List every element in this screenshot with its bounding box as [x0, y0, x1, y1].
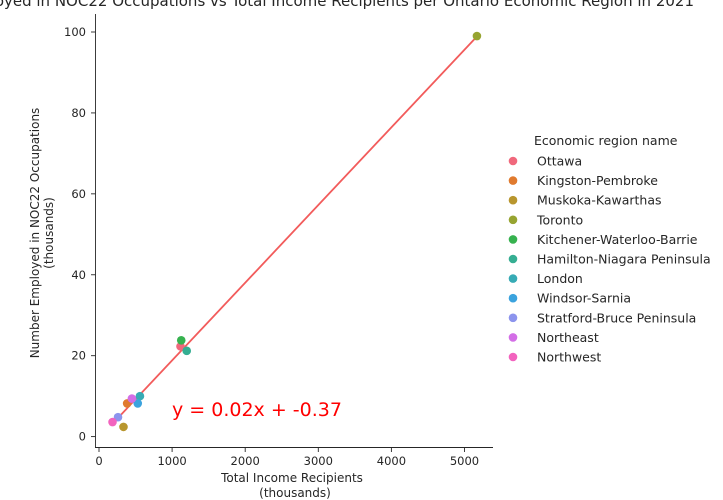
chart-title: Number Employed in NOC22 Occupations vs … [0, 0, 694, 10]
legend-label: Kitchener-Waterloo-Barrie [537, 232, 698, 247]
legend-label: Muskoka-Kawarthas [537, 193, 662, 208]
x-axis-title: Total Income Recipients (thousands) [220, 471, 363, 500]
data-point-windsor-sarnia [133, 399, 143, 408]
data-points [108, 31, 482, 432]
y-tick-label: 20 [71, 349, 86, 363]
legend-label: Northeast [537, 330, 599, 345]
y-axis-title: Number Employed in NOC22 Occupations (th… [28, 108, 56, 359]
legend-label: Northwest [537, 350, 601, 365]
legend-marker [508, 215, 518, 225]
legend-marker [508, 333, 518, 342]
plot-area: 0 1000 2000 3000 4000 5000 0 20 40 60 80 100 y = 0… [64, 14, 493, 468]
legend-label: London [537, 271, 583, 286]
data-point-northwest [108, 417, 117, 427]
legend-title: Economic region name [534, 133, 678, 148]
y-tick-label: 0 [79, 430, 86, 444]
y-tick-label: 80 [71, 106, 86, 120]
y-axis-unit: (thousands) [42, 197, 56, 269]
legend-marker [508, 235, 518, 244]
legend-marker [508, 313, 518, 323]
x-tick-label: 0 [95, 454, 102, 468]
legend-label: Toronto [536, 212, 583, 227]
legend-marker [508, 176, 518, 185]
legend-marker [508, 195, 518, 205]
x-tick-label: 3000 [304, 454, 333, 468]
data-point-kitchener-waterloo-barrie [176, 336, 186, 345]
x-axis-label: Total Income Recipients [220, 471, 363, 485]
data-point-toronto [472, 31, 482, 41]
legend: Economic region name Ottawa Kingston-Pemb… [508, 133, 711, 365]
legend-marker [508, 274, 518, 283]
regression-equation-label: y = 0.02x + -0.37 [172, 399, 342, 421]
legend-label: Hamilton-Niagara Peninsula [537, 252, 711, 267]
x-tick-label: 5000 [450, 454, 479, 468]
data-point-london [135, 391, 145, 401]
data-point-muskoka-kawarthas [119, 422, 128, 432]
x-ticks: 0 1000 2000 3000 4000 5000 [95, 447, 479, 468]
regression-line [111, 35, 478, 425]
y-tick-label: 60 [71, 187, 86, 201]
data-point-hamilton-niagara-peninsula [182, 346, 192, 356]
x-tick-label: 2000 [231, 454, 260, 468]
legend-label: Stratford-Bruce Peninsula [537, 310, 696, 325]
y-axis-label: Number Employed in NOC22 Occupations [28, 108, 42, 359]
y-tick-label: 100 [64, 25, 86, 39]
legend-marker [508, 352, 518, 362]
y-tick-label: 40 [71, 268, 86, 282]
legend-label: Windsor-Sarnia [537, 291, 631, 306]
x-axis-unit: (thousands) [259, 486, 331, 500]
legend-marker [508, 293, 518, 303]
legend-label: Ottawa [537, 154, 582, 169]
data-point-northeast [127, 394, 137, 403]
legend-marker [508, 254, 518, 264]
x-tick-label: 4000 [377, 454, 406, 468]
legend-label: Kingston-Pembroke [537, 173, 658, 188]
y-ticks: 0 20 40 60 80 100 [64, 25, 96, 444]
legend-marker [508, 156, 518, 166]
x-tick-label: 1000 [157, 454, 186, 468]
